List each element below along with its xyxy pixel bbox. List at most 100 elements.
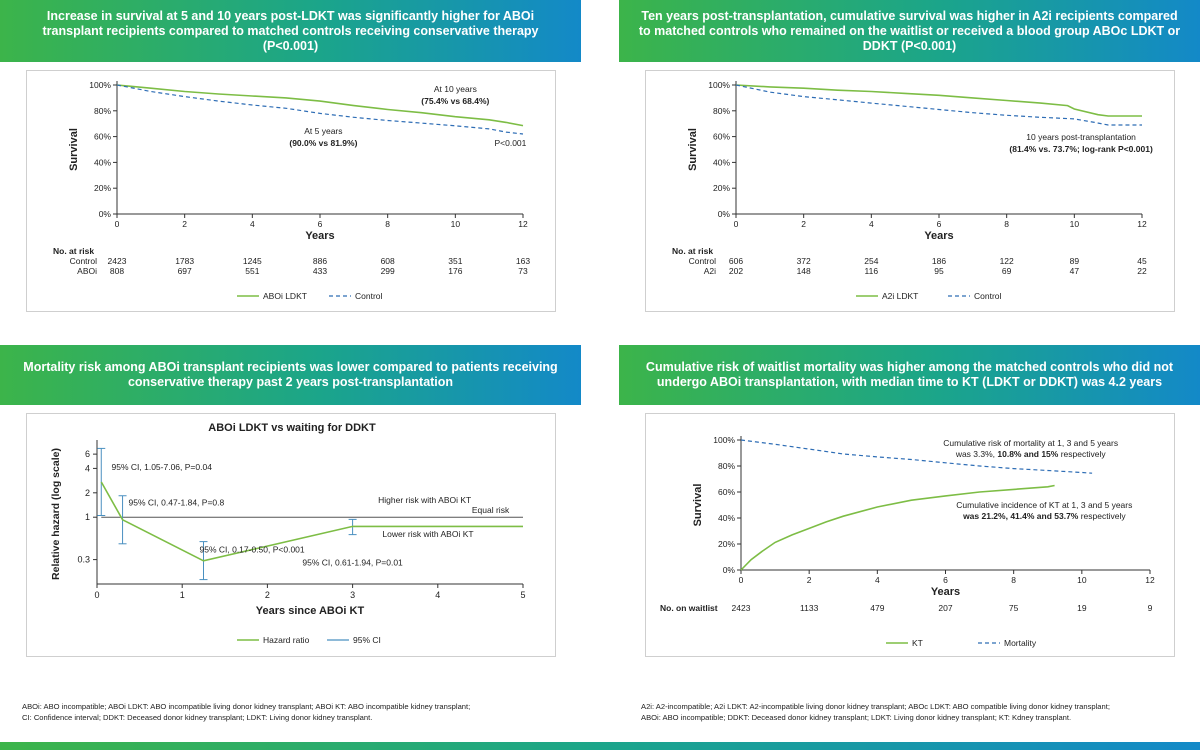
ci-annotation-1: 95% CI, 1.05-7.06, P=0.04: [112, 462, 213, 472]
risk-value: 606: [729, 256, 743, 266]
risk-value: 697: [178, 266, 192, 276]
risk-value: 886: [313, 256, 327, 266]
y-tick-label: 20%: [718, 539, 735, 549]
ci-annotation-3: 95% CI, 0.17-0.50, P<0.001: [200, 545, 305, 555]
ci-annotation-4: 95% CI, 0.61-1.94, P=0.01: [302, 558, 403, 568]
panel-header: Ten years post-transplantation, cumulati…: [619, 0, 1200, 62]
annotation-higher-risk: Higher risk with ABOi KT: [378, 495, 471, 505]
risk-row-label: A2i: [704, 266, 716, 276]
x-tick-label: 8: [1011, 575, 1016, 585]
waitlist-title: No. on waitlist: [660, 603, 718, 613]
panel-header: Mortality risk among ABOi transplant rec…: [0, 345, 581, 405]
y-axis-label: Survival: [692, 484, 704, 527]
risk-value: 1783: [175, 256, 194, 266]
legend-label-dashed: Control: [974, 291, 1002, 301]
hazard-ratio-line: [100, 481, 523, 562]
waitlist-chart: 0% 20% 40% 60% 80% 100% 0 2 4 6 8 10 12 Years Survival…: [660, 435, 1155, 648]
chart-frame: 0% 20% 40% 60% 80% 100% 0 2 4 6 8 10 12 Years Survival…: [26, 70, 556, 312]
y-axis-label: Relative hazard (log scale): [50, 448, 62, 580]
series-line-solid: [740, 484, 1055, 571]
x-axis-label: Years: [924, 230, 953, 242]
risk-value: 47: [1070, 266, 1080, 276]
risk-value: 116: [865, 266, 879, 276]
y-tick-label: 20%: [713, 183, 730, 193]
risk-value: 22: [1137, 266, 1147, 276]
x-axis-label: Years: [305, 230, 334, 242]
chart-frame: 0% 20% 40% 60% 80% 100% 0 2 4 6 8 10 12 Years Survival…: [645, 413, 1175, 657]
annotation-line2: (81.4% vs. 73.7%; log-rank P<0.001): [1009, 144, 1153, 154]
x-tick-label: 12: [1137, 219, 1147, 229]
y-tick-label: 60%: [94, 132, 111, 142]
x-tick-label: 0: [115, 219, 120, 229]
chart-frame: ABOi LDKT vs waiting for DDKT 0.3 1 2 4 6 0 1 2 3…: [26, 413, 556, 657]
x-axis-label: Years since ABOi KT: [256, 605, 365, 617]
annotation-line1: 10 years post-transplantation: [1026, 132, 1136, 142]
annotation-10-years-values: (75.4% vs 68.4%): [421, 96, 489, 106]
y-tick-label: 0%: [723, 565, 736, 575]
risk-row-label: Control: [70, 256, 98, 266]
y-tick-label: 0%: [718, 209, 731, 219]
y-tick-label: 40%: [713, 157, 730, 167]
y-tick-label: 80%: [713, 106, 730, 116]
risk-value: 254: [864, 256, 878, 266]
waitlist-value: 75: [1009, 603, 1019, 613]
y-axis-label: Survival: [68, 128, 80, 171]
x-tick-label: 2: [182, 219, 187, 229]
risk-value: 299: [381, 266, 395, 276]
bottom-brand-bar: [0, 742, 1200, 750]
x-tick-label: 10: [1077, 575, 1087, 585]
series-line-solid: [116, 84, 524, 127]
annotation-segment: was 21.2%, 41.4% and 53.7%: [962, 511, 1079, 521]
annotation-lower-risk: Lower risk with ABOi KT: [382, 529, 473, 539]
annotation-segment: respectively: [1078, 511, 1126, 521]
annotation-mortality-1: Cumulative risk of mortality at 1, 3 and…: [943, 438, 1118, 448]
risk-row-label: Control: [689, 256, 717, 266]
annotation-kt-1: Cumulative incidence of KT at 1, 3 and 5…: [956, 500, 1132, 510]
chart-title: ABOi LDKT vs waiting for DDKT: [208, 422, 376, 434]
annotation-segment: 10.8% and 15%: [997, 449, 1058, 459]
series-line-solid: [735, 84, 1142, 117]
risk-table-title: No. at risk: [672, 246, 713, 256]
waitlist-value: 2423: [732, 603, 751, 613]
annotation-equal-risk: Equal risk: [472, 505, 510, 515]
panel-header: Cumulative risk of waitlist mortality wa…: [619, 345, 1200, 405]
panel-waitlist-mortality: Cumulative risk of waitlist mortality wa…: [619, 345, 1200, 665]
x-tick-label: 2: [265, 590, 270, 600]
panel-header: Increase in survival at 5 and 10 years p…: [0, 0, 581, 62]
waitlist-value: 19: [1077, 603, 1087, 613]
waitlist-value: 207: [938, 603, 952, 613]
risk-value: 202: [729, 266, 743, 276]
waitlist-value: 479: [870, 603, 884, 613]
y-tick-label: 100%: [708, 80, 730, 90]
footnote-right: A2i: A2-incompatible; A2i LDKT: A2-incom…: [641, 701, 1196, 723]
x-tick-label: 4: [250, 219, 255, 229]
risk-value: 1245: [243, 256, 262, 266]
y-tick-label: 100%: [89, 80, 111, 90]
y-tick-label: 60%: [718, 487, 735, 497]
x-tick-label: 6: [318, 219, 323, 229]
risk-value: 89: [1070, 256, 1080, 266]
risk-value: 122: [1000, 256, 1014, 266]
risk-value: 73: [518, 266, 528, 276]
x-tick-label: 10: [451, 219, 461, 229]
risk-value: 808: [110, 266, 124, 276]
y-tick-label: 80%: [94, 106, 111, 116]
chart-frame: 0% 20% 40% 60% 80% 100% 0 2 4 6 8 10 12 Years Survival…: [645, 70, 1175, 312]
legend-label-hazard: Hazard ratio: [263, 635, 310, 645]
x-tick-label: 6: [943, 575, 948, 585]
x-tick-label: 0: [94, 590, 99, 600]
y-tick-label: 80%: [718, 461, 735, 471]
y-tick-label: 1: [85, 512, 90, 522]
x-tick-label: 5: [520, 590, 525, 600]
risk-value: 69: [1002, 266, 1012, 276]
survival-chart-abo: 0% 20% 40% 60% 80% 100% 0 2 4 6 8 10 12 Years Survival…: [53, 80, 530, 301]
x-tick-label: 0: [739, 575, 744, 585]
legend-label-ci: 95% CI: [353, 635, 381, 645]
risk-value: 163: [516, 256, 530, 266]
risk-value: 433: [313, 266, 327, 276]
y-tick-label: 2: [85, 488, 90, 498]
hazard-chart: ABOi LDKT vs waiting for DDKT 0.3 1 2 4 6 0 1 2 3…: [50, 422, 526, 645]
footnote-line: ABOi: ABO incompatible; ABOi LDKT: ABO i…: [22, 702, 471, 711]
legend-label-dashed: Control: [355, 291, 383, 301]
x-tick-label: 1: [180, 590, 185, 600]
